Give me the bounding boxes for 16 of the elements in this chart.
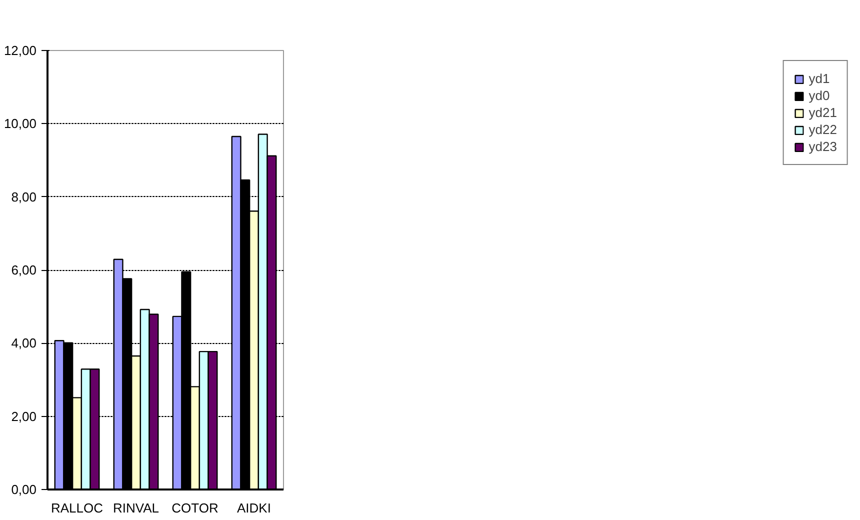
y-tick-label: 6,00 [11,262,37,278]
x-tick-label: AIDKI [237,500,271,516]
legend-label: yd23 [808,139,837,154]
legend-label: yd0 [808,88,830,103]
x-tick-label: RINVAL [113,500,159,516]
y-tick-label: 2,00 [11,408,37,424]
legend-label: yd1 [808,71,830,86]
y-tick-label: 4,00 [11,336,37,351]
x-tick-label: RALLOC [50,500,104,516]
y-tick-label: 0,00 [11,482,37,497]
legend-label: yd22 [808,122,837,137]
y-tick-label: 8,00 [11,189,37,204]
y-tick-label: 10,00 [4,116,37,132]
y-tick-label: 12,00 [4,43,37,58]
legend-label: yd21 [808,105,837,120]
x-tick-label: COTOR [172,500,218,516]
